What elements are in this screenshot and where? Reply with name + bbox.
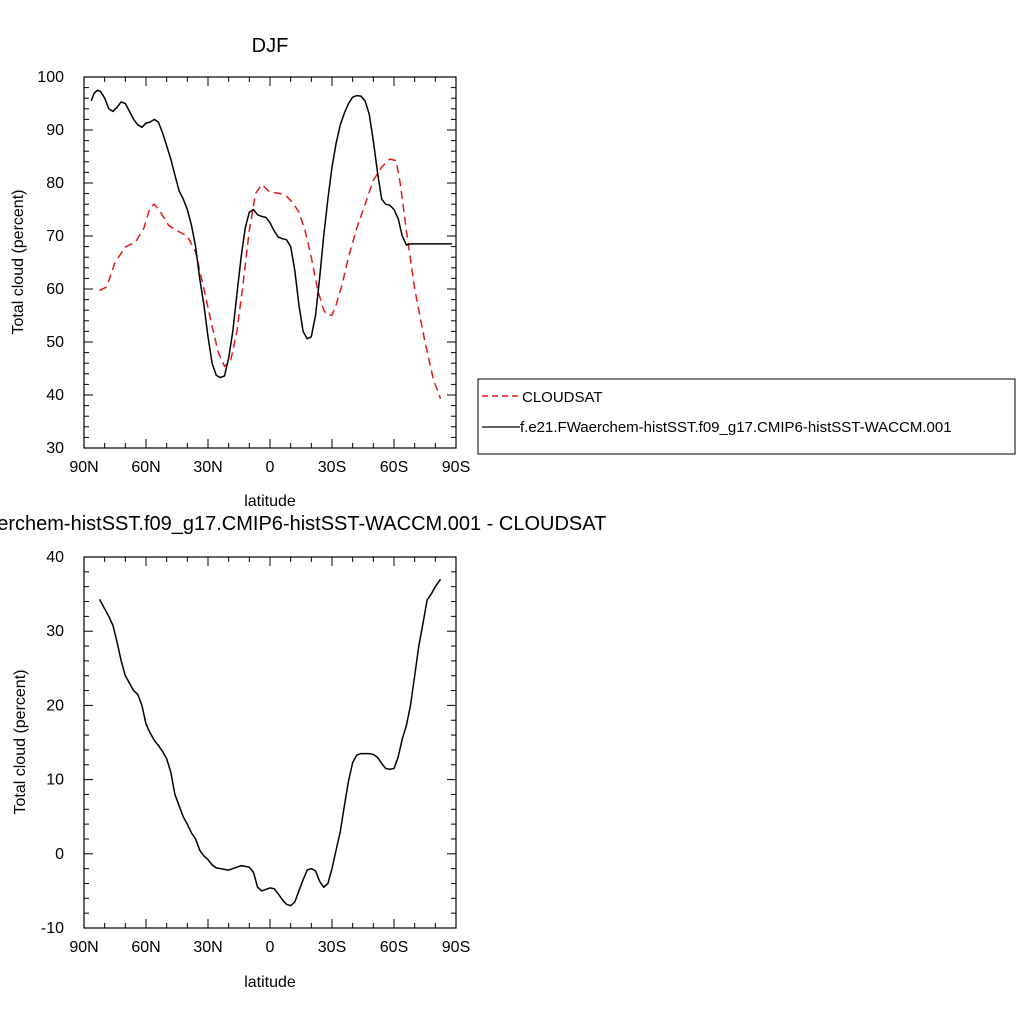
x-tick-label: 0 [266,939,275,956]
bottom-ticks [83,556,457,929]
bottom-chart-title: f.e21.FWaerchem-histSST.f09_g17.CMIP6-hi… [0,513,606,535]
x-tick-label: 30S [318,459,346,476]
legend-label-model: f.e21.FWaerchem-histSST.f09_g17.CMIP6-hi… [520,419,952,436]
y-tick-label: 10 [46,772,64,789]
top-ticks [83,76,457,449]
x-tick-label: 30N [193,459,222,476]
y-tick-label: 30 [46,440,64,457]
series-line-0 [99,158,442,399]
bottom-plot-frame [83,556,457,929]
top-x-tick-labels: 90N 60N 30N 0 30S 60S 90S [69,459,470,476]
top-series-group [90,89,452,399]
x-tick-label: 90N [69,939,98,956]
legend-label-cloudsat: CLOUDSAT [522,389,603,406]
x-tick-label: 60S [380,459,408,476]
y-tick-label: 80 [46,175,64,192]
bottom-y-tick-labels: -10 0 10 20 30 40 [41,549,64,937]
y-tick-label: 70 [46,228,64,245]
top-x-axis-label: latitude [244,493,296,510]
top-plot-frame [83,76,457,449]
y-tick-label: 0 [55,846,64,863]
legend-box [477,378,1016,455]
bottom-y-axis-label: Total cloud (percent) [12,670,29,815]
bottom-x-tick-labels: 90N 60N 30N 0 30S 60S 90S [69,939,470,956]
legend: CLOUDSAT f.e21.FWaerchem-histSST.f09_g17… [477,378,1016,455]
series-line-1 [90,89,452,379]
x-tick-label: 30S [318,939,346,956]
top-y-axis-label: Total cloud (percent) [10,190,27,335]
y-tick-label: 30 [46,623,64,640]
x-tick-label: 90S [442,939,470,956]
series-line-0 [98,578,442,907]
top-chart-title: DJF [252,35,289,57]
x-tick-label: 30N [193,939,222,956]
top-chart: DJF 90N 60N 30N 0 30S 60S 90S 30 40 50 60 70 80 90 10… [10,35,1016,510]
y-tick-label: -10 [41,920,64,937]
y-tick-label: 90 [46,122,64,139]
x-tick-label: 0 [266,459,275,476]
bottom-chart: f.e21.FWaerchem-histSST.f09_g17.CMIP6-hi… [0,513,606,991]
bottom-series-group [98,578,442,907]
y-tick-label: 50 [46,334,64,351]
x-tick-label: 60S [380,939,408,956]
x-tick-label: 90S [442,459,470,476]
y-tick-label: 40 [46,549,64,566]
y-tick-label: 60 [46,281,64,298]
x-tick-label: 60N [131,939,160,956]
x-tick-label: 90N [69,459,98,476]
y-tick-label: 40 [46,387,64,404]
top-y-tick-labels: 30 40 50 60 70 80 90 100 [37,69,64,457]
y-tick-label: 20 [46,697,64,714]
bottom-x-axis-label: latitude [244,974,296,991]
x-tick-label: 60N [131,459,160,476]
y-tick-label: 100 [37,69,64,86]
